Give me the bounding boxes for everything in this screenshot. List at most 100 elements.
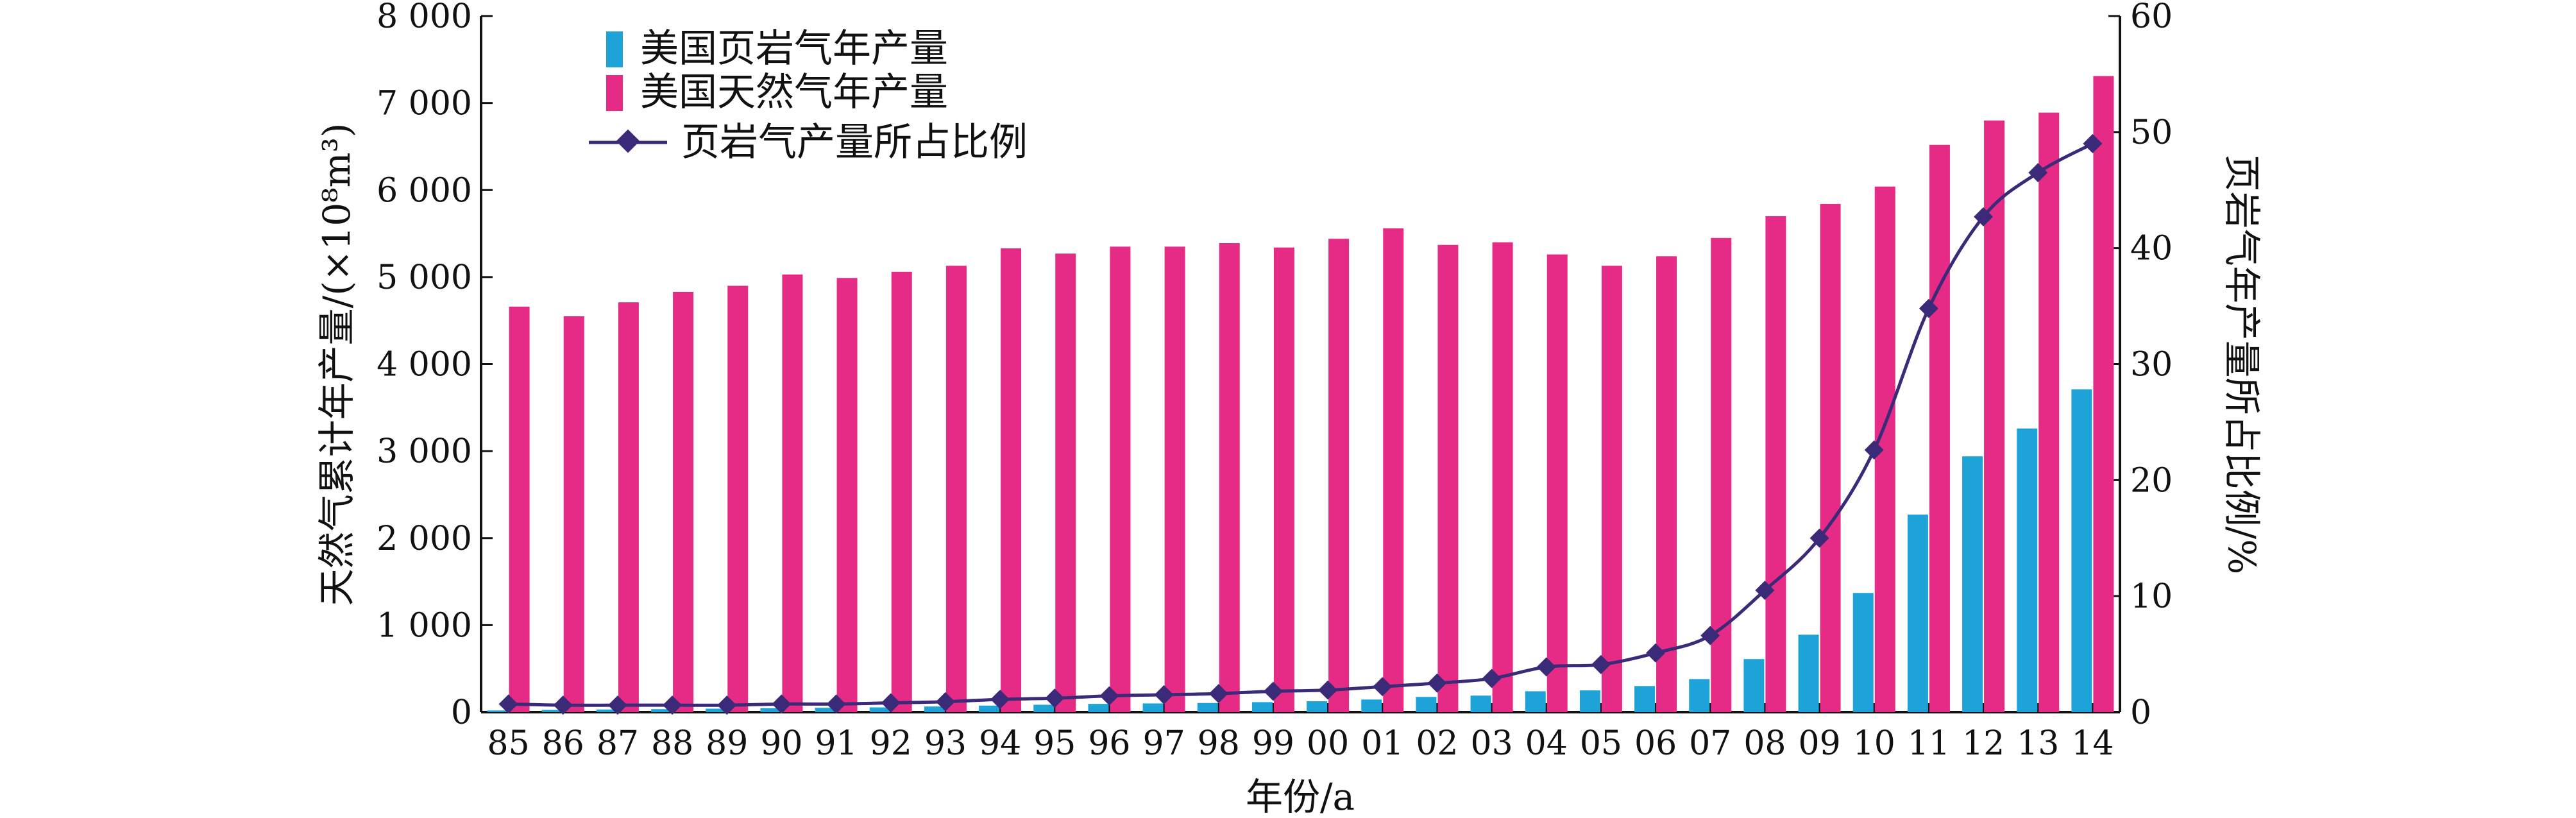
ratio-point	[1099, 686, 1119, 706]
y-tick-label-right: 60	[2130, 0, 2173, 36]
ratio-point	[772, 694, 792, 714]
ratio-point	[1373, 677, 1393, 697]
bar-shale-gas	[1579, 690, 1600, 712]
x-tick-label: 14	[2071, 724, 2114, 763]
legend-label-shale: 美国页岩气年产量	[640, 26, 948, 71]
bars	[487, 76, 2114, 713]
bar-natural-gas	[1328, 239, 1350, 712]
x-tick-label: 99	[1252, 724, 1294, 763]
ratio-point	[1482, 669, 1502, 688]
y-axis-title-left: 天然气累计年产量/(×10⁸m³)	[315, 123, 359, 606]
x-tick-label: 95	[1033, 724, 1076, 763]
y-tick-label-left: 3 000	[377, 432, 472, 471]
ratio-point	[1536, 657, 1556, 677]
bar-natural-gas	[2093, 76, 2114, 713]
bar-natural-gas	[1001, 248, 1022, 712]
y-tick-label-left: 6 000	[377, 171, 472, 210]
bar-natural-gas	[1383, 228, 1404, 712]
bar-shale-gas	[1470, 695, 1491, 712]
y-tick-label-left: 4 000	[377, 346, 472, 384]
bar-shale-gas	[1907, 515, 1928, 712]
ratio-point	[935, 692, 955, 711]
x-tick-label: 04	[1525, 724, 1568, 763]
x-tick-label: 09	[1798, 724, 1840, 763]
bar-natural-gas	[1765, 216, 1786, 712]
bar-shale-gas	[2017, 428, 2038, 712]
bar-shale-gas	[487, 710, 508, 712]
x-tick-label: 13	[2017, 724, 2059, 763]
ratio-point	[1755, 581, 1775, 601]
ratio-point	[2083, 133, 2103, 153]
bar-shale-gas	[706, 708, 727, 712]
ratio-point	[1700, 626, 1720, 645]
bar-shale-gas	[1142, 703, 1164, 712]
y-tick-label-left: 7 000	[377, 85, 472, 123]
y-tick-label-left: 8 000	[377, 0, 472, 36]
ratio-line	[498, 133, 2103, 715]
ratio-point	[1427, 673, 1447, 693]
ratio-point	[1263, 681, 1283, 701]
bar-natural-gas	[1601, 266, 1622, 712]
bar-natural-gas	[1820, 203, 1841, 712]
x-tick-label: 94	[979, 724, 1021, 763]
x-tick-label: 03	[1470, 724, 1513, 763]
x-tick-label: 06	[1634, 724, 1677, 763]
bar-natural-gas	[1164, 246, 1185, 712]
x-tick-label: 97	[1142, 724, 1185, 763]
bar-natural-gas	[1656, 256, 1677, 712]
legend-swatch-gas	[606, 75, 623, 111]
bar-natural-gas	[563, 316, 584, 712]
x-tick-label: 96	[1088, 724, 1130, 763]
y-tick-label-right: 50	[2130, 114, 2173, 152]
bar-shale-gas	[1361, 699, 1382, 712]
x-tick-label: 05	[1580, 724, 1622, 763]
legend: 美国页岩气年产量 美国天然气年产量 页岩气产量所占比例	[589, 26, 1028, 165]
y-tick-label-right: 30	[2130, 346, 2173, 384]
x-tick-label: 88	[651, 724, 693, 763]
legend-label-gas: 美国天然气年产量	[640, 70, 948, 115]
x-tick-label: 08	[1743, 724, 1786, 763]
bar-shale-gas	[1525, 691, 1546, 712]
ratio-point	[1864, 440, 1884, 460]
legend-swatch-shale	[606, 31, 623, 67]
ratio-point	[1974, 207, 1994, 226]
ratio-point	[1208, 684, 1228, 704]
bar-natural-gas	[782, 274, 803, 712]
x-tick-label: 98	[1198, 724, 1240, 763]
axis-titles: 年份/a 天然气累计年产量/(×10⁸m³) 页岩气年产量所占比例/%	[315, 123, 2264, 818]
bar-shale-gas	[1852, 593, 1874, 712]
bar-natural-gas	[673, 291, 694, 712]
bar-natural-gas	[727, 285, 749, 712]
legend-label-ratio: 页岩气产量所占比例	[681, 120, 1028, 165]
bar-natural-gas	[945, 266, 967, 712]
x-tick-label: 02	[1416, 724, 1458, 763]
x-tick-label: 86	[542, 724, 584, 763]
bar-natural-gas	[1437, 244, 1459, 713]
bar-shale-gas	[1634, 686, 1656, 712]
y-tick-label-left: 5 000	[377, 259, 472, 297]
bar-natural-gas	[1546, 254, 1568, 712]
bar-shale-gas	[869, 707, 890, 712]
bar-shale-gas	[1962, 456, 1983, 712]
bar-shale-gas	[924, 706, 945, 712]
x-tick-label: 00	[1307, 724, 1349, 763]
ratio-point	[1318, 680, 1338, 700]
y-axis-title-right: 页岩气年产量所占比例/%	[2220, 155, 2264, 575]
bar-natural-gas	[618, 302, 639, 712]
bar-shale-gas	[979, 705, 1000, 712]
bar-natural-gas	[2038, 112, 2060, 712]
bar-shale-gas	[596, 709, 617, 712]
ratio-point	[881, 693, 901, 713]
x-tick-label: 85	[487, 724, 529, 763]
x-axis-title: 年份/a	[1246, 775, 1355, 818]
x-tick-label: 91	[815, 724, 857, 763]
ratio-point	[717, 695, 737, 715]
y-tick-label-left: 0	[451, 694, 472, 732]
x-tick-label: 90	[760, 724, 802, 763]
bar-shale-gas	[760, 708, 781, 712]
bar-shale-gas	[1251, 702, 1273, 712]
x-tick-label: 01	[1361, 724, 1403, 763]
bar-shale-gas	[1307, 701, 1328, 712]
bar-shale-gas	[1197, 703, 1218, 712]
